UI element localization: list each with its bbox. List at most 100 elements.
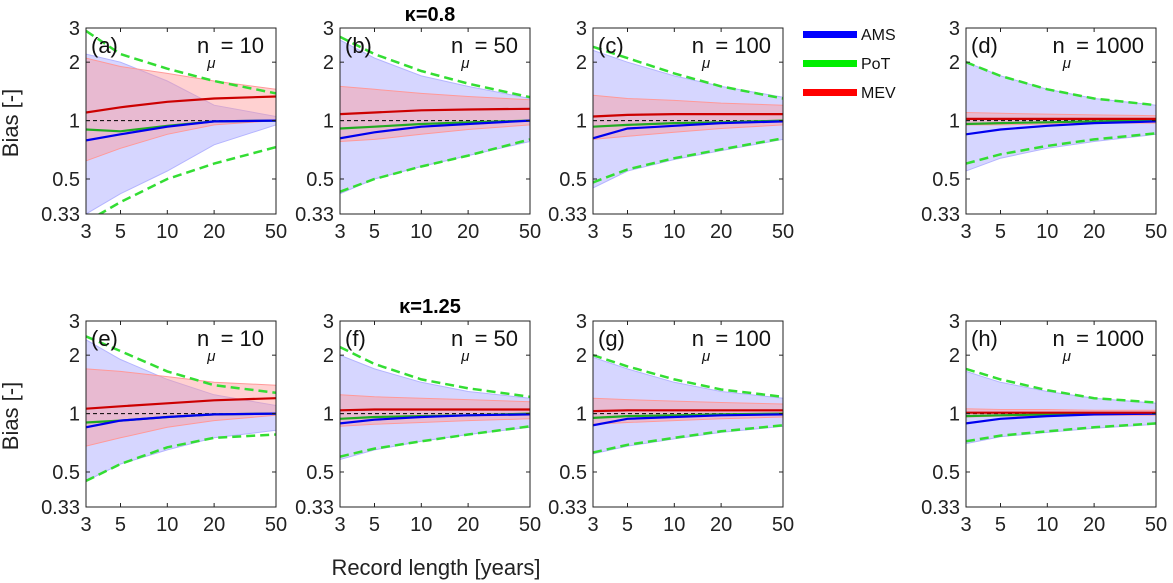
x-tick-label: 20 [710, 514, 732, 536]
x-tick-label: 20 [1083, 514, 1105, 536]
pot-upper-line [340, 35, 530, 99]
median-line-mev [593, 113, 783, 118]
x-tick-label: 20 [203, 221, 225, 243]
pot-upper-line [593, 354, 783, 399]
ylabel-top: Bias [-] [0, 89, 23, 157]
x-tick-label: 3 [80, 514, 91, 536]
x-tick-label: 10 [663, 221, 685, 243]
y-tick-label: 1 [323, 404, 334, 426]
median-line-ams [593, 413, 783, 427]
x-tick-label: 20 [203, 514, 225, 536]
x-tick-label: 3 [334, 221, 345, 243]
panel-letter: (b) [345, 33, 372, 58]
n-subscript: μ [701, 348, 710, 365]
legend-swatch-mev [803, 89, 857, 96]
band-mev [86, 368, 276, 447]
band-ams [86, 53, 276, 214]
median-line-ams [966, 120, 1156, 136]
band-ams [593, 49, 783, 189]
plot-content [340, 345, 530, 461]
y-tick-label: 1 [576, 111, 587, 133]
x-tick-label: 50 [265, 514, 287, 536]
x-tick-label: 10 [1036, 514, 1058, 536]
x-tick-label: 3 [80, 221, 91, 243]
plot-content [340, 35, 530, 195]
median-line-ams [86, 119, 276, 142]
y-tick-label: 0.33 [548, 204, 587, 226]
y-tick-label: 0.33 [41, 497, 80, 519]
y-tick-label: 3 [949, 18, 960, 40]
y-tick-label: 1 [949, 404, 960, 426]
panel-b: 3 5 10 20 50 0.33 0.5 1 2 3 (b) = 50 nμ [295, 18, 541, 243]
panel-c: 3 5 10 20 50 0.33 0.5 1 2 3 (c) = 100 nμ [548, 18, 794, 243]
x-tick-label: 10 [156, 514, 178, 536]
median-line-mev [86, 397, 276, 410]
panel-letter: (f) [345, 326, 366, 351]
panel-g: 3 5 10 20 50 0.33 0.5 1 2 3 (g) = 100 nμ [548, 311, 794, 536]
y-tick-label: 2 [323, 345, 334, 367]
y-tick-label: 3 [69, 18, 80, 40]
plot-content [86, 29, 276, 214]
x-tick-label: 50 [772, 221, 794, 243]
pot-upper-line [966, 61, 1156, 107]
y-tick-label: 2 [949, 345, 960, 367]
x-tick-label: 10 [1036, 221, 1058, 243]
legend-swatch-pot [803, 60, 857, 67]
panel-f: 3 5 10 20 50 0.33 0.5 1 2 3 (f) = 50 nμ [295, 311, 541, 536]
y-tick-label: 1 [949, 111, 960, 133]
pot-upper-line [593, 45, 783, 100]
ylabel-bottom: Bias [-] [0, 382, 23, 450]
n-label: n [197, 33, 209, 58]
x-tick-label: 50 [265, 221, 287, 243]
band-ams [340, 39, 530, 195]
pot-lower-line [86, 433, 276, 483]
y-tick-label: 0.5 [306, 462, 334, 484]
x-tick-label: 5 [115, 514, 126, 536]
n-subscript: μ [1062, 348, 1071, 365]
y-tick-label: 0.5 [559, 169, 587, 191]
band-ams [86, 339, 276, 482]
x-tick-label: 5 [622, 221, 633, 243]
y-tick-label: 0.33 [295, 204, 334, 226]
y-tick-label: 0.33 [41, 204, 80, 226]
pot-lower-line [593, 137, 783, 184]
median-line-mev [340, 107, 530, 116]
row-title-top: κ=0.8 [405, 4, 456, 26]
pot-upper-line [86, 335, 276, 395]
plot-content [966, 367, 1156, 445]
band-ams [340, 354, 530, 461]
pot-upper-line [86, 29, 276, 95]
n-label: n [451, 33, 463, 58]
y-tick-label: 0.5 [306, 169, 334, 191]
x-tick-label: 10 [663, 514, 685, 536]
x-tick-label: 10 [410, 514, 432, 536]
y-tick-label: 3 [323, 311, 334, 333]
y-tick-label: 1 [69, 111, 80, 133]
y-tick-label: 0.5 [932, 462, 960, 484]
n-label: n [1053, 326, 1065, 351]
x-tick-label: 20 [457, 514, 479, 536]
y-tick-label: 3 [576, 311, 587, 333]
y-tick-label: 2 [69, 52, 80, 74]
x-tick-label: 5 [995, 514, 1006, 536]
y-tick-label: 3 [576, 18, 587, 40]
n-subscript: μ [460, 55, 469, 72]
plot-content [593, 45, 783, 189]
xlabel: Record length [years] [331, 555, 540, 580]
legend-label-ams: AMS [861, 27, 896, 44]
x-tick-label: 50 [772, 514, 794, 536]
x-tick-label: 10 [410, 221, 432, 243]
x-tick-label: 5 [115, 221, 126, 243]
y-tick-label: 2 [576, 345, 587, 367]
panel-e: 3 5 10 20 50 0.33 0.5 1 2 3 (e) = 10 nμ [41, 311, 287, 536]
x-tick-label: 3 [587, 221, 598, 243]
x-tick-label: 20 [457, 221, 479, 243]
y-tick-label: 2 [949, 52, 960, 74]
x-tick-label: 3 [960, 221, 971, 243]
pot-upper-line [340, 345, 530, 399]
y-tick-label: 0.33 [921, 204, 960, 226]
band-mev [86, 57, 276, 162]
plot-content [593, 354, 783, 455]
pot-lower-line [97, 145, 276, 214]
